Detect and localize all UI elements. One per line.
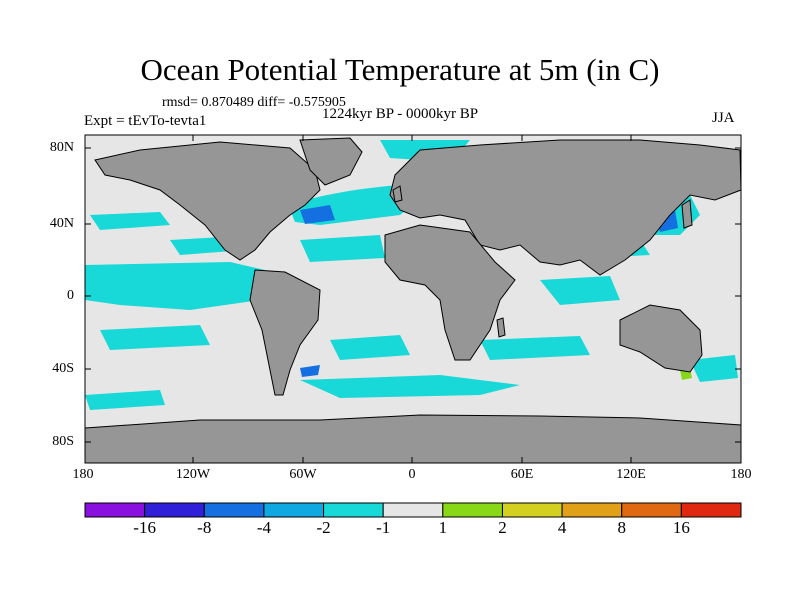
colorbar-tick-label: 8: [617, 518, 626, 537]
axis-ticks: [85, 135, 741, 463]
experiment-label: Expt = tEvTo-tevta1: [84, 113, 207, 129]
colorbar-swatch: [621, 502, 682, 518]
anomaly-subtropical-pacific: [100, 325, 210, 350]
map-frame: [84, 134, 742, 464]
land-north-america: [94, 141, 321, 261]
colorbar-swatch: [680, 502, 742, 518]
anomaly-indian-ocean: [540, 276, 620, 305]
lon-label-60w: 60W: [289, 467, 317, 482]
colorbar-tick-label: -4: [256, 518, 271, 537]
colorbar-swatch: [382, 502, 444, 518]
anomaly-southern-ocean: [300, 375, 520, 398]
colorbar-swatch: [442, 502, 503, 518]
anomaly-tasman: [690, 355, 738, 382]
land-layer: [84, 137, 742, 464]
land-uk: [392, 185, 403, 203]
colorbar-swatch: [84, 502, 146, 518]
lat-label-40s: 40S: [52, 361, 74, 376]
lon-label-0: 0: [408, 467, 416, 482]
cool-anomaly-layer: [85, 140, 738, 410]
land-antarctica: [84, 414, 742, 464]
lon-label-180w: 180: [72, 467, 94, 482]
colorbar-tick-label: 4: [557, 518, 567, 537]
anomaly-atlantic-tropics: [300, 235, 385, 262]
anomaly-south-indian: [480, 336, 590, 360]
lat-label-0: 0: [67, 288, 74, 303]
land-south-america: [249, 269, 321, 396]
anomaly-south-atlantic: [330, 335, 410, 360]
colorbar-swatch: [263, 502, 325, 518]
lon-label-60e: 60E: [510, 467, 534, 482]
anomaly-gulf-stream: [300, 205, 335, 224]
cold-anomaly-layer: [300, 205, 678, 377]
colorbar-tick-label: 1: [438, 518, 448, 537]
anomaly-south-america-coast: [300, 365, 320, 377]
land-australia: [619, 304, 703, 373]
colorbar-tick-label: -16: [133, 518, 156, 537]
rmsd-diff-stats: rmsd= 0.870489 diff= -0.575905: [162, 95, 346, 110]
lat-label-80s: 80S: [52, 434, 74, 449]
land-japan: [681, 199, 693, 229]
colorbar-tick-label: 16: [672, 518, 690, 537]
anomaly-equatorial-pacific: [85, 262, 265, 310]
colorbar-tick-label: -8: [197, 518, 212, 537]
colorbar-swatch: [203, 502, 265, 518]
lat-label-40n: 40N: [49, 216, 74, 231]
map-title: Ocean Potential Temperature at 5m (in C): [140, 52, 660, 87]
land-africa: [384, 224, 516, 361]
colorbar: [84, 502, 742, 518]
lat-label-80n: 80N: [49, 140, 74, 155]
land-greenland: [299, 137, 363, 186]
colorbar-swatch: [501, 502, 563, 518]
lon-label-180e: 180: [730, 467, 752, 482]
anomaly-south-pacific-west: [85, 390, 165, 410]
season-label: JJA: [712, 110, 735, 126]
lon-label-120e: 120E: [616, 467, 646, 482]
lon-label-120w: 120W: [175, 467, 211, 482]
colorbar-swatch: [144, 502, 205, 518]
anomaly-east-pacific: [90, 212, 170, 230]
colorbar-tick-label: -1: [376, 518, 391, 537]
colorbar-tick-label: 2: [498, 518, 507, 537]
colorbar-tick-label: -2: [316, 518, 331, 537]
land-madagascar: [496, 317, 506, 338]
colorbar-swatch: [323, 502, 384, 518]
colorbar-swatch: [561, 502, 623, 518]
period-label: 1224kyr BP - 0000kyr BP: [322, 106, 479, 122]
